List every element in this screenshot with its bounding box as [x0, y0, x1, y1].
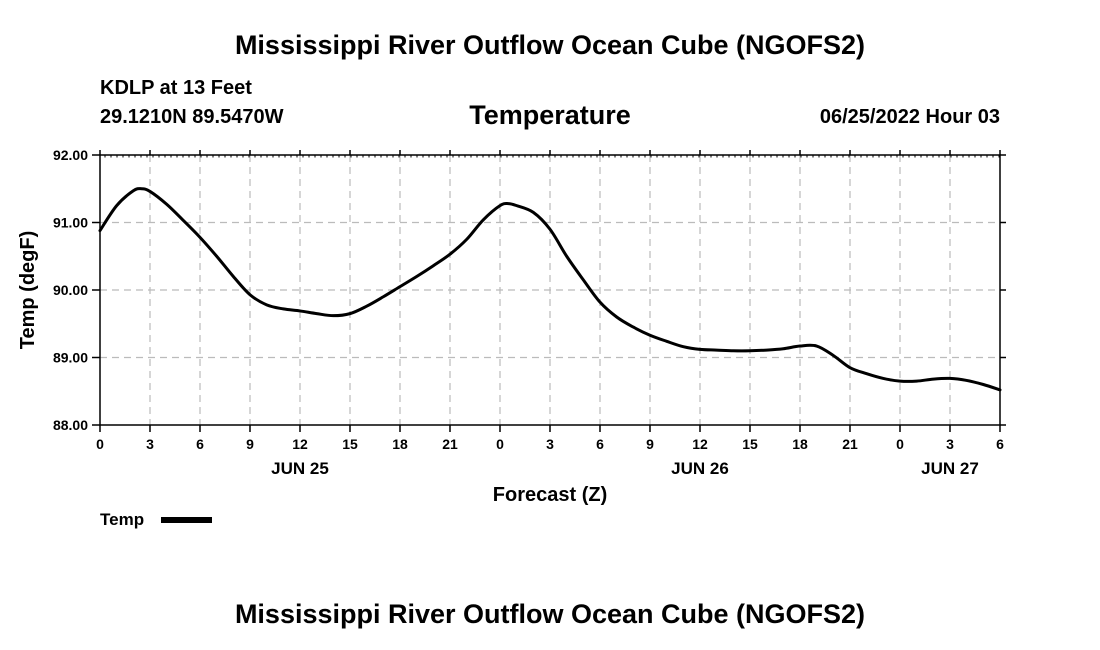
series-line-temp [98, 187, 1002, 392]
y-axis-ticks: 88.00 89.00 90.00 91.00 92.00 [53, 147, 1006, 433]
y-tick-label: 90.00 [53, 282, 88, 298]
forecast-datetime: 06/25/2022 Hour 03 [819, 106, 1000, 128]
station-coordinates: 29.1210N 89.5470W [100, 106, 284, 128]
y-tick-label: 88.00 [53, 417, 88, 433]
x-tick-label: 12 [292, 436, 308, 452]
x-tick-label: 3 [946, 436, 954, 452]
x-tick-label: 6 [996, 436, 1004, 452]
x-tick-label: 18 [792, 436, 808, 452]
x-tick-label: 3 [146, 436, 154, 452]
x-tick-label: 21 [842, 436, 858, 452]
x-tick-label: 18 [392, 436, 408, 452]
station-label: KDLP at 13 Feet [100, 77, 252, 99]
x-tick-label: 0 [96, 436, 104, 452]
chart-subtitle: Temperature [469, 100, 631, 130]
day-labels: JUN 25 JUN 26 JUN 27 [271, 459, 979, 478]
x-tick-label: 3 [546, 436, 554, 452]
x-tick-label: 0 [896, 436, 904, 452]
y-axis-label: Temp (degF) [17, 231, 39, 350]
x-tick-label: 9 [646, 436, 654, 452]
day-label: JUN 27 [921, 459, 979, 478]
footer-title: Mississippi River Outflow Ocean Cube (NG… [234, 599, 866, 629]
grid-lines [100, 155, 1000, 425]
x-tick-label: 0 [496, 436, 504, 452]
x-tick-label: 9 [246, 436, 254, 452]
x-axis-label: Forecast (Z) [493, 484, 607, 506]
legend-label-temp: Temp [100, 510, 144, 529]
x-tick-label: 15 [342, 436, 358, 452]
x-tick-label: 6 [596, 436, 604, 452]
x-tick-label: 15 [742, 436, 758, 452]
y-tick-label: 92.00 [53, 147, 88, 163]
legend: Temp [100, 510, 212, 529]
y-tick-label: 89.00 [53, 350, 88, 366]
x-tick-label: 12 [692, 436, 708, 452]
y-tick-label: 91.00 [53, 215, 88, 231]
day-label: JUN 26 [671, 459, 729, 478]
main-title: Mississippi River Outflow Ocean Cube (NG… [234, 30, 866, 60]
x-tick-label: 6 [196, 436, 204, 452]
x-tick-label: 21 [442, 436, 458, 452]
day-label: JUN 25 [271, 459, 329, 478]
x-axis-ticks: 0 3 6 9 12 15 18 21 0 3 6 9 12 15 18 21 0 3 6 [96, 150, 1004, 452]
frame-minor-ticks [104, 155, 1000, 158]
